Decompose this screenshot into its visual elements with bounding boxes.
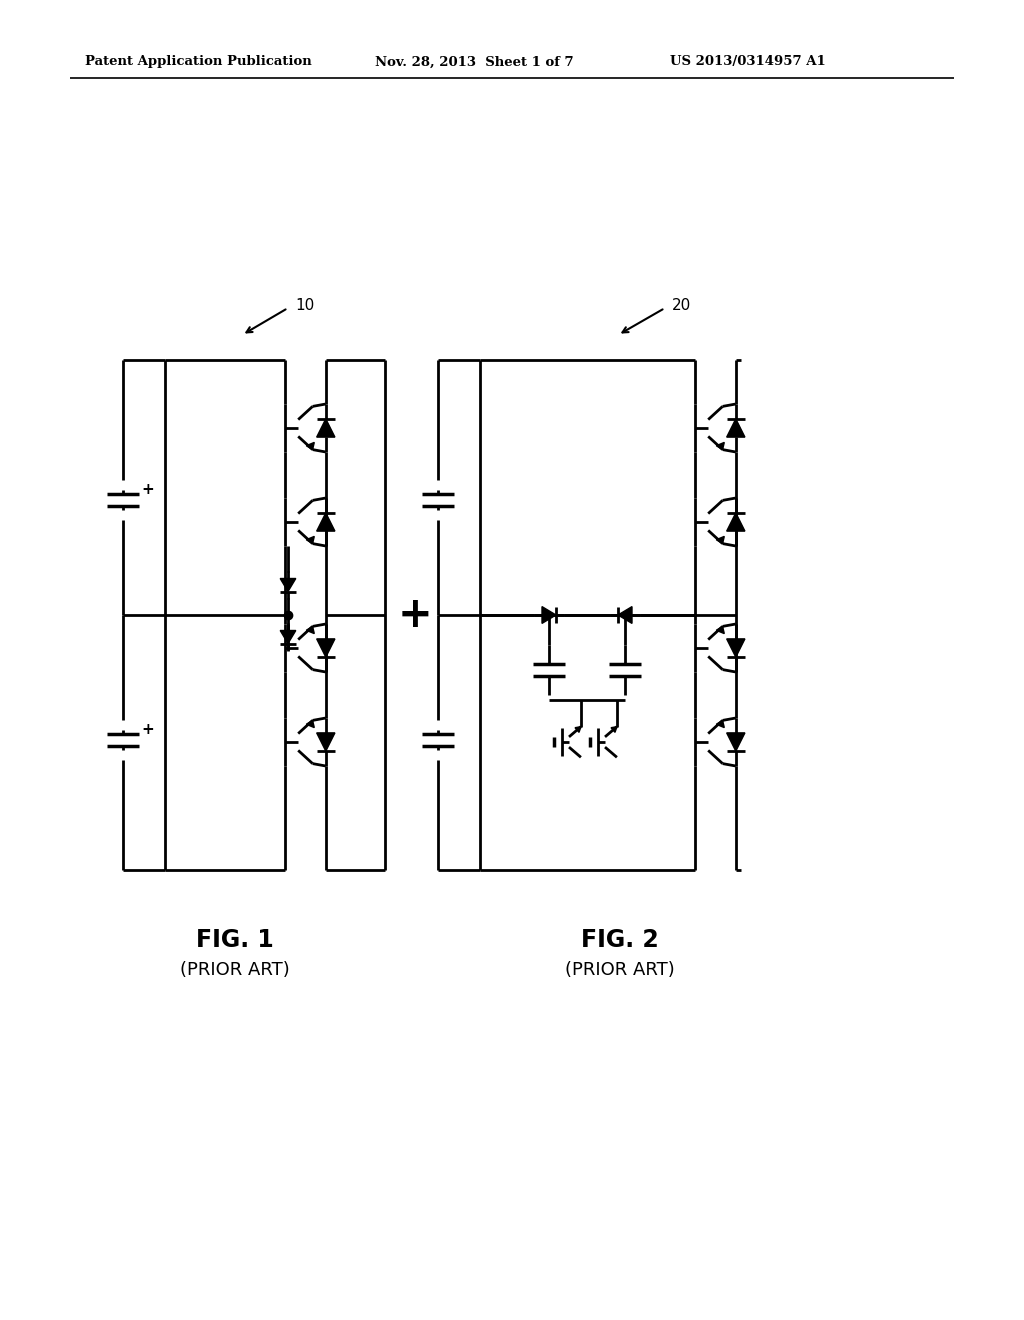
Polygon shape xyxy=(316,418,335,437)
Polygon shape xyxy=(717,536,724,544)
Polygon shape xyxy=(727,733,744,751)
Polygon shape xyxy=(727,639,744,657)
Polygon shape xyxy=(316,513,335,531)
Polygon shape xyxy=(618,607,632,623)
Polygon shape xyxy=(717,721,724,727)
Text: +: + xyxy=(397,594,432,636)
Polygon shape xyxy=(717,627,724,634)
Text: +: + xyxy=(141,722,154,738)
Text: (PRIOR ART): (PRIOR ART) xyxy=(180,961,290,979)
Text: (PRIOR ART): (PRIOR ART) xyxy=(565,961,675,979)
Text: FIG. 1: FIG. 1 xyxy=(197,928,273,952)
Polygon shape xyxy=(717,442,724,450)
Text: Patent Application Publication: Patent Application Publication xyxy=(85,55,311,69)
Polygon shape xyxy=(316,639,335,657)
Polygon shape xyxy=(727,513,744,531)
Polygon shape xyxy=(727,418,744,437)
Polygon shape xyxy=(306,627,314,634)
Polygon shape xyxy=(281,631,296,644)
Text: +: + xyxy=(141,483,154,498)
Polygon shape xyxy=(306,442,314,450)
Text: Nov. 28, 2013  Sheet 1 of 7: Nov. 28, 2013 Sheet 1 of 7 xyxy=(375,55,573,69)
Text: 20: 20 xyxy=(672,297,691,313)
Polygon shape xyxy=(542,607,556,623)
Text: 10: 10 xyxy=(295,297,314,313)
Text: FIG. 2: FIG. 2 xyxy=(582,928,658,952)
Polygon shape xyxy=(575,727,581,733)
Polygon shape xyxy=(281,578,296,591)
Text: US 2013/0314957 A1: US 2013/0314957 A1 xyxy=(670,55,825,69)
Polygon shape xyxy=(611,727,616,733)
Polygon shape xyxy=(306,536,314,544)
Polygon shape xyxy=(316,733,335,751)
Polygon shape xyxy=(306,721,314,727)
